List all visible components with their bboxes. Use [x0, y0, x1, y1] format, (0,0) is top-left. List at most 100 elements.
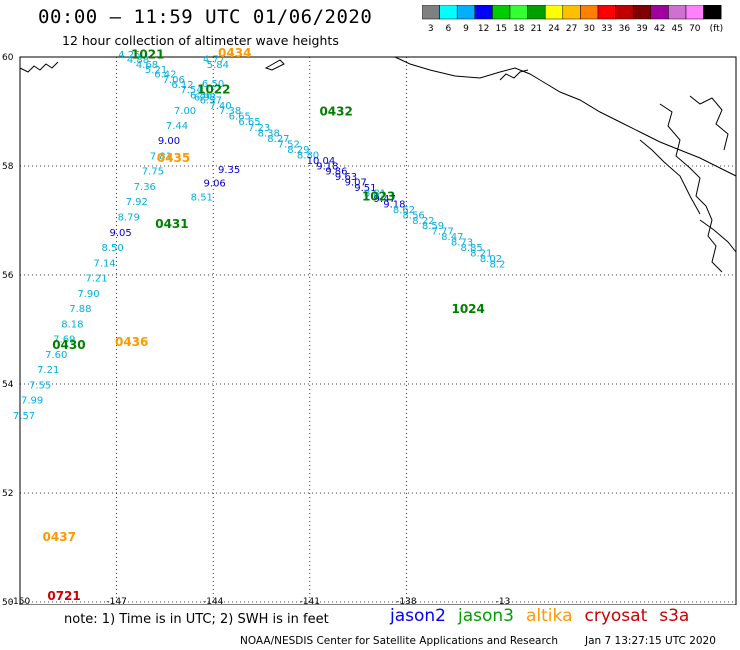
- lat-tick-label: 52: [2, 489, 13, 499]
- wave-height-value: 6.12: [171, 80, 193, 91]
- pass-time-label: 0434: [218, 46, 251, 60]
- pass-time-label: 0437: [43, 530, 76, 544]
- lon-tick-label: -13: [496, 597, 511, 605]
- wave-height-value: 9.18: [383, 199, 405, 210]
- satellite-label-s3a: s3a: [659, 606, 690, 626]
- satellite-label-cryosat: cryosat: [584, 606, 648, 626]
- coastline-segment: [264, 59, 285, 71]
- legend-label: 39: [636, 24, 648, 34]
- pass-time-label: 0431: [155, 217, 188, 231]
- wave-height-value: 6.93: [194, 93, 216, 104]
- wave-height-value: 6.50: [202, 79, 224, 90]
- wave-height-value: 4.88: [127, 55, 149, 66]
- legend-label: 3: [428, 24, 434, 34]
- lat-tick-label: 50: [2, 598, 14, 605]
- page-subtitle: 12 hour collection of altimeter wave hei…: [62, 33, 339, 48]
- wave-height-value: 7.21: [37, 365, 59, 376]
- legend-label: 18: [513, 24, 525, 34]
- lon-tick-label: -144: [203, 597, 224, 605]
- wave-height-value: 9.00: [158, 136, 180, 147]
- wave-height-value: 6.42: [154, 70, 176, 81]
- lon-tick-label: -138: [396, 597, 417, 605]
- pass-time-label: 0432: [319, 104, 352, 118]
- coastline-segment: [499, 69, 529, 81]
- wave-height-value: 8.38: [258, 129, 280, 140]
- page-title: 00:00 – 11:59 UTC 01/06/2020: [38, 6, 373, 28]
- wave-height-value: 8.85: [460, 243, 482, 254]
- wave-height-value: 7.90: [77, 289, 99, 300]
- wave-height-value: 8.50: [101, 243, 123, 254]
- wave-height-value: 7.60: [45, 350, 67, 361]
- pass-time-label: 1023: [362, 189, 395, 203]
- wave-height-value: 8.62: [393, 205, 415, 216]
- lon-tick-label: -141: [300, 597, 320, 605]
- wave-height-value: 7.81: [150, 151, 172, 162]
- wave-height-value: 7.69: [53, 335, 75, 346]
- pass-time-labels: 1021 0434 1022 0432 0435 1023 0431 1024 0430 0436…: [43, 46, 485, 603]
- wave-height-value: 8.47: [441, 232, 463, 243]
- legend-label: 21: [531, 24, 542, 34]
- wave-height-value: 6.86: [190, 90, 212, 101]
- coastline: [19, 56, 737, 273]
- lon-tick-label: -147: [106, 597, 126, 605]
- wave-height-value: 8.79: [118, 213, 140, 224]
- wave-height-value: 8.27: [267, 134, 289, 145]
- wave-height-value: 7.40: [209, 101, 231, 112]
- legend-label: 42: [654, 24, 665, 34]
- satellite-tracks: 4.254.884.685.216.427.066.127.546.866.57…: [13, 50, 505, 422]
- footer-note: note: 1) Time is in UTC; 2) SWH is in fe…: [64, 612, 329, 627]
- wave-height-value: 7.38: [219, 106, 241, 117]
- legend-label: 24: [548, 24, 560, 34]
- satellite-label-jason2: jason2: [390, 606, 446, 626]
- wave-height-value: 5.21: [145, 65, 167, 76]
- wave-height-value: 7.99: [21, 396, 43, 407]
- wave-height-value: 7.14: [93, 258, 115, 269]
- legend-label: 30: [583, 24, 595, 34]
- wave-height-value: 9.86: [325, 167, 347, 178]
- legend-label: 36: [619, 24, 631, 34]
- pass-time-label: 0435: [157, 151, 190, 165]
- wave-height-value: 7.57: [13, 411, 35, 422]
- wave-height-value: 7.21: [85, 274, 107, 285]
- wave-height-value: 8.22: [412, 216, 434, 227]
- lat-tick-label: 54: [2, 380, 14, 390]
- wave-height-value: 8.51: [191, 192, 213, 203]
- wave-height-value: 4.25: [118, 50, 140, 61]
- satellite-label-altika: altika: [526, 606, 573, 626]
- pass-time-label: 1024: [451, 302, 484, 316]
- wave-height-value: 9.07: [345, 178, 367, 189]
- wave-height-value: 7.06: [163, 75, 185, 86]
- wave-height-value: 7.92: [126, 197, 148, 208]
- wave-height-value: 5.84: [207, 60, 229, 71]
- satellite-legend: jason2 jason3 altika cryosat s3a: [390, 606, 701, 626]
- color-scale-legend: 3 6 9 12 15 18 21 24 27 30 33 36 39 42 45 70 (ft): [422, 5, 724, 34]
- legend-label: 45: [671, 24, 682, 34]
- lon-tick-label: -150: [10, 597, 31, 605]
- legend-label: 12: [478, 24, 489, 34]
- legend-label: 33: [601, 24, 612, 34]
- wave-height-value: 7.75: [142, 167, 164, 178]
- credit-text: NOAA/NESDIS Center for Satellite Applica…: [240, 635, 558, 647]
- wave-height-value: 8.56: [403, 210, 425, 221]
- wave-height-value: 9.47: [374, 194, 396, 205]
- coastline-segment: [639, 139, 701, 215]
- wave-height-value: 7.44: [166, 121, 188, 132]
- generated-timestamp: Jan 7 13:27:15 UTC 2020: [585, 635, 716, 647]
- pass-time-label: 0436: [115, 335, 148, 349]
- pass-time-label: 1021: [131, 48, 164, 62]
- coastline-segment: [19, 61, 59, 73]
- wave-height-value: 6.57: [200, 95, 222, 106]
- wave-height-value: 9.18: [316, 161, 338, 172]
- legend-label: 9: [463, 24, 469, 34]
- pass-time-label: 0430: [52, 338, 85, 352]
- legend-label: 15: [495, 24, 506, 34]
- lat-tick-label: 60: [2, 53, 14, 63]
- wave-height-value: 8.73: [451, 238, 473, 249]
- wave-height-value: 8.18: [61, 319, 83, 330]
- legend-label: 70: [689, 24, 701, 34]
- wave-height-value: 8.80: [297, 150, 319, 161]
- pass-time-label: 1022: [197, 83, 230, 97]
- legend-label: (ft): [710, 24, 724, 34]
- wave-height-value: 9.06: [204, 179, 226, 190]
- wave-height-value: 9.63: [335, 172, 357, 183]
